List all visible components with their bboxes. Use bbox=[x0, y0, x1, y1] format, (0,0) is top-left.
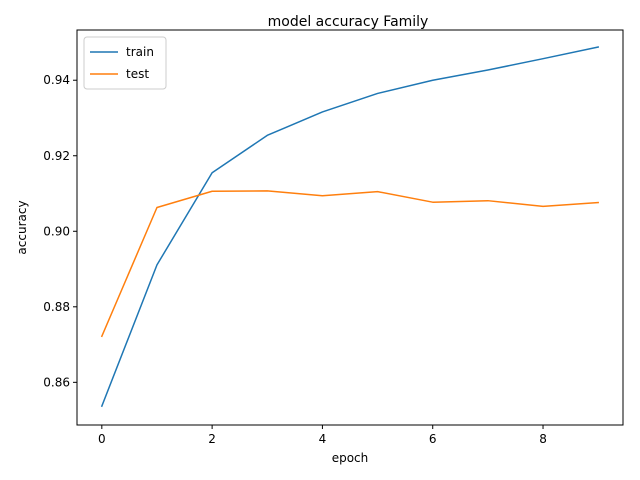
x-tick-label: 6 bbox=[429, 432, 437, 446]
y-axis-label: accuracy bbox=[15, 200, 29, 254]
legend: train test bbox=[83, 36, 167, 90]
legend-label-train: train bbox=[126, 45, 154, 59]
series-layer bbox=[100, 46, 600, 408]
x-tick-label: 8 bbox=[539, 432, 547, 446]
x-axis-label: epoch bbox=[332, 451, 369, 465]
legend-label-test: test bbox=[126, 67, 149, 81]
series-line-train bbox=[100, 46, 600, 408]
chart-title: model accuracy Family bbox=[268, 14, 429, 30]
x-tick-label: 4 bbox=[319, 432, 327, 446]
x-tick-label: 0 bbox=[98, 432, 106, 446]
y-tick-label: 0.90 bbox=[43, 224, 70, 238]
y-tick-label: 0.86 bbox=[43, 375, 70, 389]
y-tick-label: 0.88 bbox=[43, 300, 70, 314]
series-line-test bbox=[100, 190, 599, 338]
y-tick-label: 0.94 bbox=[43, 73, 70, 87]
y-axis: 0.86 0.88 0.90 0.92 0.94 bbox=[43, 73, 77, 389]
x-tick-label: 2 bbox=[208, 432, 216, 446]
y-tick-label: 0.92 bbox=[43, 149, 70, 163]
legend-box bbox=[83, 36, 167, 90]
x-axis: 0 2 4 6 8 bbox=[98, 425, 547, 446]
plot-area bbox=[76, 29, 624, 426]
